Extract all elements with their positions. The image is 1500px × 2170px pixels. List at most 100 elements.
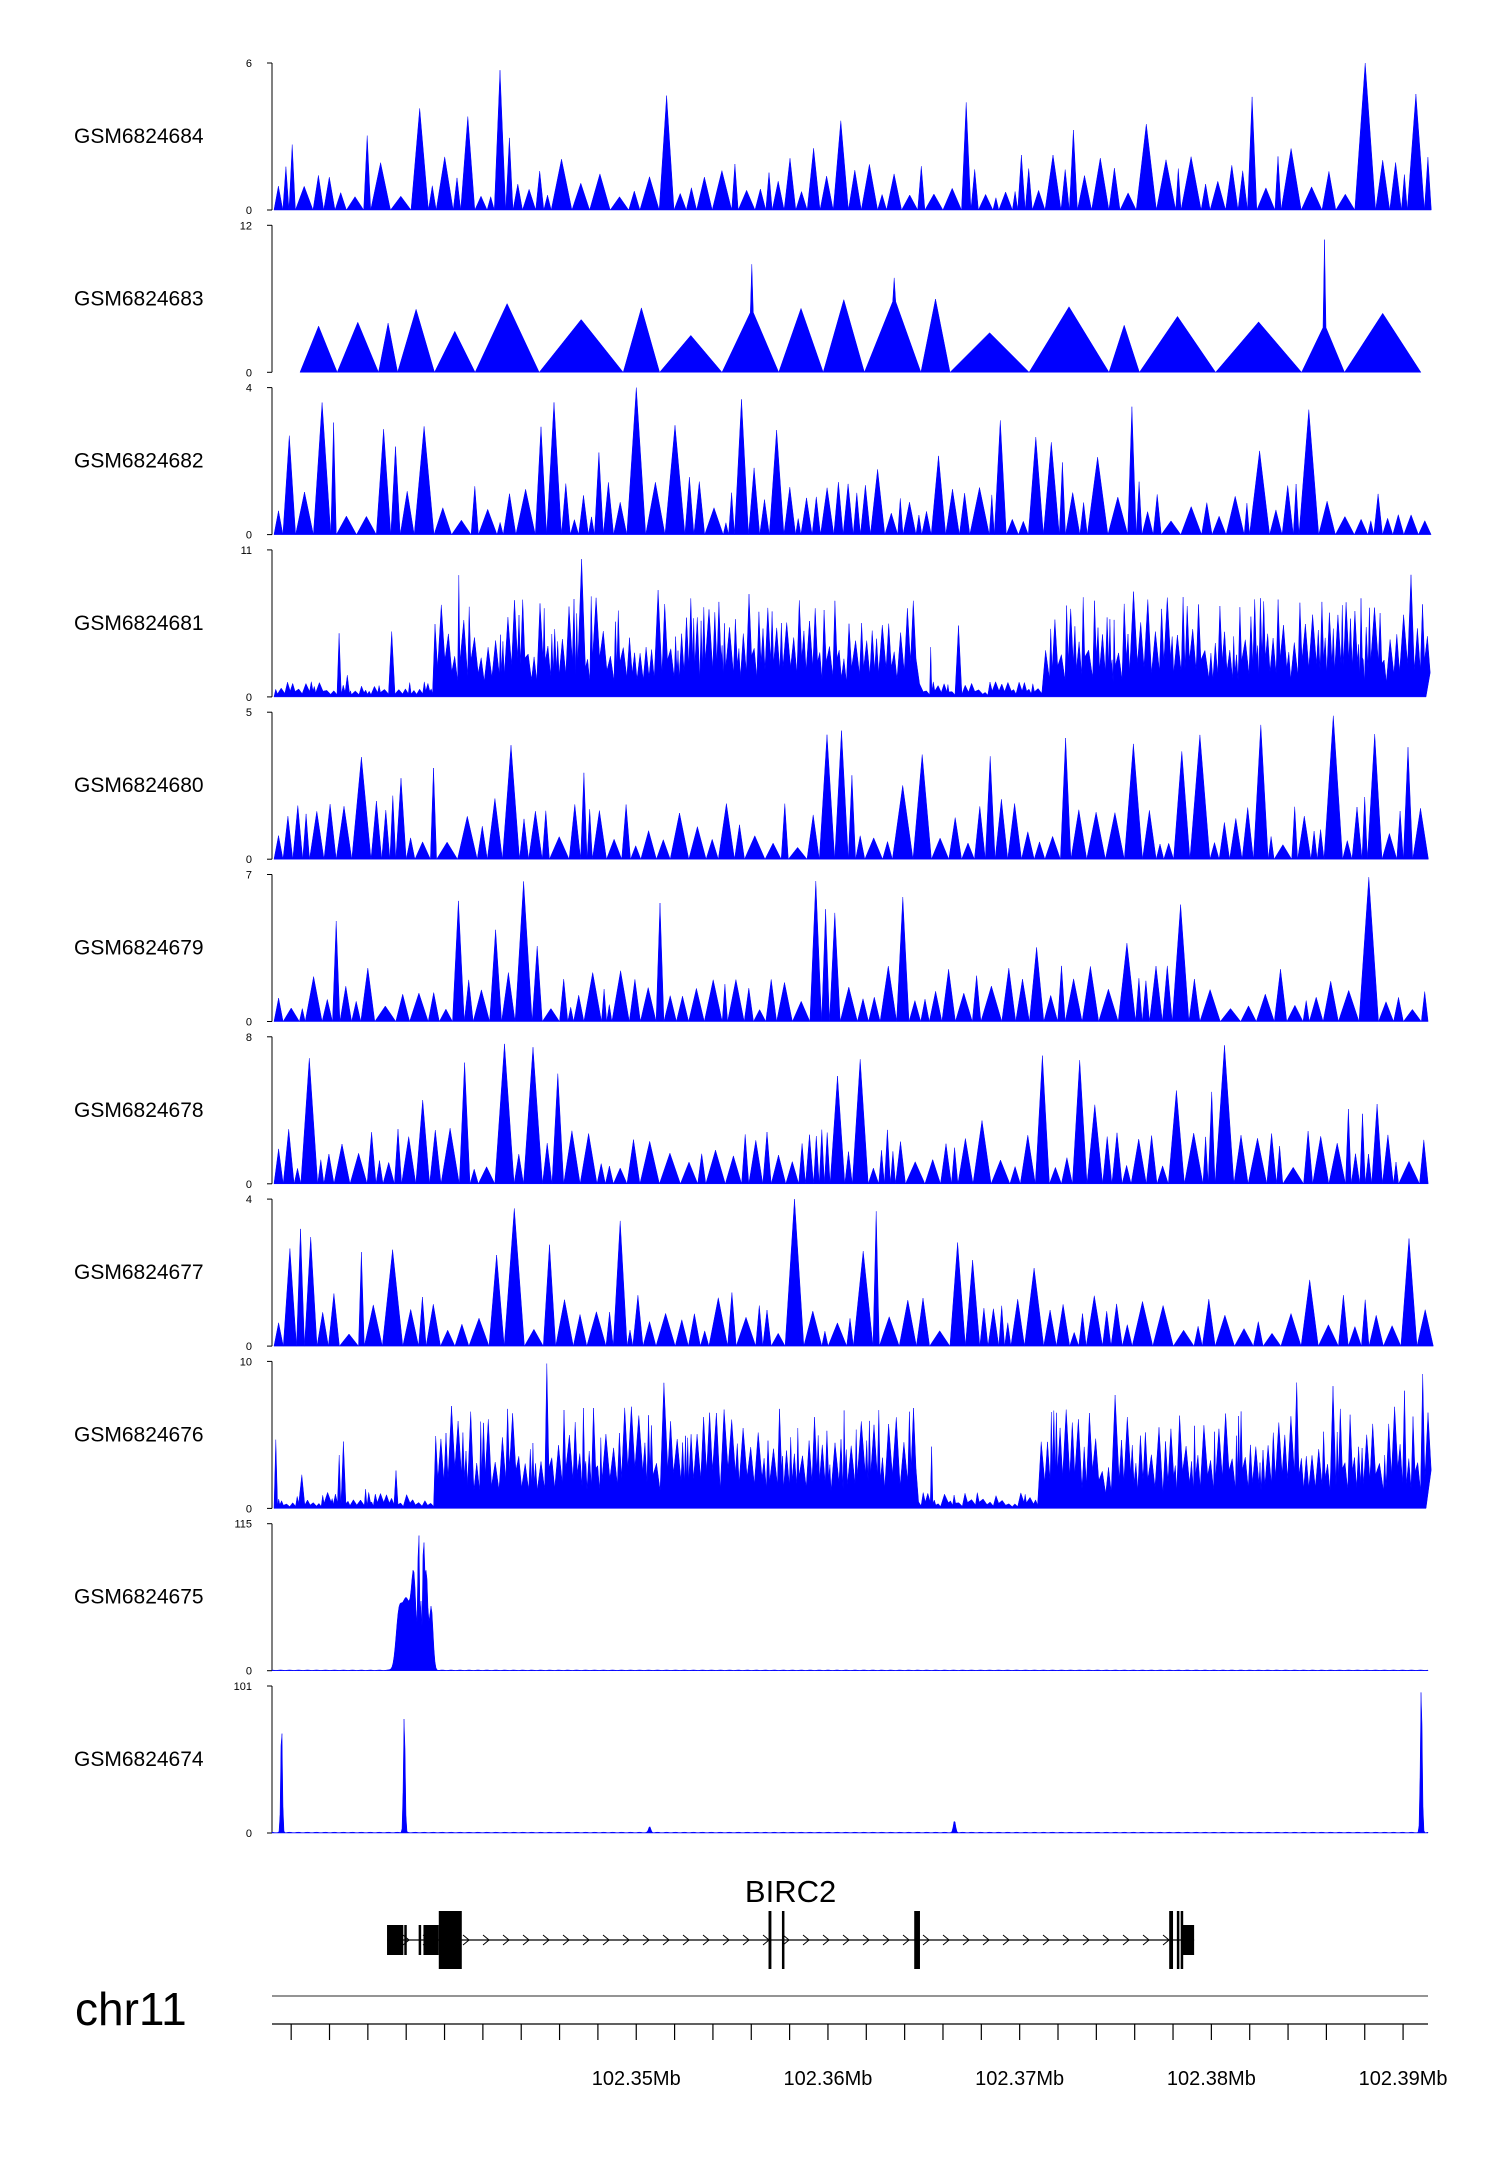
y-axis-min-label: 0 bbox=[246, 692, 252, 704]
track-label: GSM6824674 bbox=[74, 1748, 204, 1771]
coverage-area bbox=[271, 1692, 1429, 1834]
y-axis-min-label: 0 bbox=[246, 854, 252, 866]
exon bbox=[438, 1911, 462, 1969]
y-axis-max-label: 4 bbox=[246, 1194, 252, 1206]
genome-axis: chr11 102.35Mb 102.36Mb 102.37Mb 102.38Mb 10… bbox=[75, 1983, 1448, 2090]
strand-arrow bbox=[482, 1934, 490, 1946]
coverage-area bbox=[273, 1363, 1432, 1509]
exon bbox=[1180, 1911, 1184, 1969]
y-axis-min-label: 0 bbox=[246, 1179, 252, 1191]
coverage-area bbox=[273, 1043, 1429, 1185]
y-axis-max-label: 8 bbox=[246, 1032, 252, 1044]
gene-name: BIRC2 bbox=[745, 1874, 836, 1909]
y-axis-max-label: 7 bbox=[246, 870, 252, 882]
track-label: GSM6824684 bbox=[74, 125, 204, 148]
y-axis-min-label: 0 bbox=[246, 1341, 252, 1353]
y-axis-min-label: 0 bbox=[246, 1503, 252, 1515]
coverage-area bbox=[299, 239, 1422, 374]
y-axis-max-label: 10 bbox=[240, 1356, 252, 1368]
track-GSM6824674: GSM6824674 101 0 bbox=[74, 1681, 1429, 1840]
axis-tick-label: 102.35Mb bbox=[592, 2068, 681, 2090]
track-label: GSM6824683 bbox=[74, 287, 204, 310]
track-label: GSM6824682 bbox=[74, 450, 204, 473]
strand-arrow bbox=[602, 1934, 610, 1946]
axis-tick-label: 102.36Mb bbox=[783, 2068, 872, 2090]
y-axis-min-label: 0 bbox=[246, 530, 252, 542]
strand-arrow bbox=[642, 1934, 650, 1946]
track-label: GSM6824675 bbox=[74, 1586, 204, 1609]
y-axis-max-label: 6 bbox=[246, 58, 252, 70]
strand-arrow bbox=[782, 1934, 790, 1946]
coverage-area bbox=[273, 62, 1432, 211]
exon bbox=[768, 1911, 772, 1969]
strand-arrow bbox=[522, 1934, 530, 1946]
track-GSM6824680: GSM6824680 5 0 bbox=[74, 707, 1429, 866]
strand-arrow bbox=[1022, 1934, 1030, 1946]
track-GSM6824675: GSM6824675 115 0 bbox=[74, 1519, 1429, 1678]
strand-arrow bbox=[1042, 1934, 1050, 1946]
track-GSM6824678: GSM6824678 8 0 bbox=[74, 1032, 1429, 1191]
track-label: GSM6824680 bbox=[74, 774, 204, 797]
exon bbox=[387, 1925, 404, 1955]
y-axis-max-label: 101 bbox=[234, 1681, 252, 1693]
track-GSM6824684: GSM6824684 6 0 bbox=[74, 58, 1432, 217]
track-label: GSM6824678 bbox=[74, 1099, 204, 1122]
exon bbox=[418, 1925, 422, 1955]
coverage-area bbox=[273, 1199, 1434, 1348]
y-axis-max-label: 115 bbox=[234, 1519, 252, 1531]
track-GSM6824676: GSM6824676 10 0 bbox=[74, 1356, 1432, 1515]
strand-arrow bbox=[922, 1934, 930, 1946]
coverage-area bbox=[273, 387, 1432, 536]
axis-tick-label: 102.38Mb bbox=[1167, 2068, 1256, 2090]
strand-arrow bbox=[542, 1934, 550, 1946]
strand-arrow bbox=[862, 1934, 870, 1946]
strand-arrow bbox=[562, 1934, 570, 1946]
strand-arrow bbox=[1162, 1934, 1170, 1946]
strand-arrow bbox=[1062, 1934, 1070, 1946]
axis-tick-label: 102.37Mb bbox=[975, 2068, 1064, 2090]
strand-arrow bbox=[962, 1934, 970, 1946]
track-GSM6824679: GSM6824679 7 0 bbox=[74, 870, 1429, 1029]
strand-arrow bbox=[702, 1934, 710, 1946]
track-GSM6824683: GSM6824683 12 0 bbox=[74, 220, 1422, 379]
strand-arrow bbox=[622, 1934, 630, 1946]
y-axis-min-label: 0 bbox=[246, 367, 252, 379]
y-axis-min-label: 0 bbox=[246, 1017, 252, 1029]
y-axis-min-label: 0 bbox=[246, 205, 252, 217]
track-GSM6824677: GSM6824677 4 0 bbox=[74, 1194, 1434, 1353]
exon bbox=[404, 1925, 407, 1955]
strand-arrow bbox=[942, 1934, 950, 1946]
strand-arrow bbox=[722, 1934, 730, 1946]
strand-arrow bbox=[1002, 1934, 1010, 1946]
strand-arrow bbox=[502, 1934, 510, 1946]
y-axis-max-label: 12 bbox=[240, 220, 252, 232]
strand-arrow bbox=[682, 1934, 690, 1946]
axis-tick-label: 102.39Mb bbox=[1359, 2068, 1448, 2090]
chromosome-label: chr11 bbox=[75, 1983, 187, 2035]
coverage-tracks: GSM682468460GSM6824683120GSM682468240GSM… bbox=[74, 58, 1434, 1840]
coverage-area bbox=[273, 559, 1431, 698]
y-axis-max-label: 11 bbox=[241, 545, 252, 557]
strand-arrow bbox=[802, 1934, 810, 1946]
exon bbox=[914, 1911, 920, 1969]
track-label: GSM6824679 bbox=[74, 937, 204, 960]
exon bbox=[1169, 1911, 1174, 1969]
strand-arrow bbox=[1082, 1934, 1090, 1946]
exon bbox=[1176, 1911, 1180, 1969]
y-axis-min-label: 0 bbox=[246, 1828, 252, 1840]
track-label: GSM6824676 bbox=[74, 1423, 204, 1446]
strand-arrow bbox=[902, 1934, 910, 1946]
gene-annotation-track: BIRC2 bbox=[387, 1874, 1195, 1969]
strand-arrow bbox=[582, 1934, 590, 1946]
y-axis-max-label: 5 bbox=[246, 707, 252, 719]
strand-arrow bbox=[1142, 1934, 1150, 1946]
strand-arrow bbox=[1102, 1934, 1110, 1946]
exon bbox=[423, 1925, 439, 1955]
track-GSM6824682: GSM6824682 4 0 bbox=[74, 383, 1432, 542]
track-label: GSM6824681 bbox=[74, 612, 204, 635]
track-label: GSM6824677 bbox=[74, 1261, 204, 1284]
strand-arrow bbox=[822, 1934, 830, 1946]
track-GSM6824681: GSM6824681 11 0 bbox=[74, 545, 1431, 704]
exon bbox=[1182, 1925, 1195, 1955]
